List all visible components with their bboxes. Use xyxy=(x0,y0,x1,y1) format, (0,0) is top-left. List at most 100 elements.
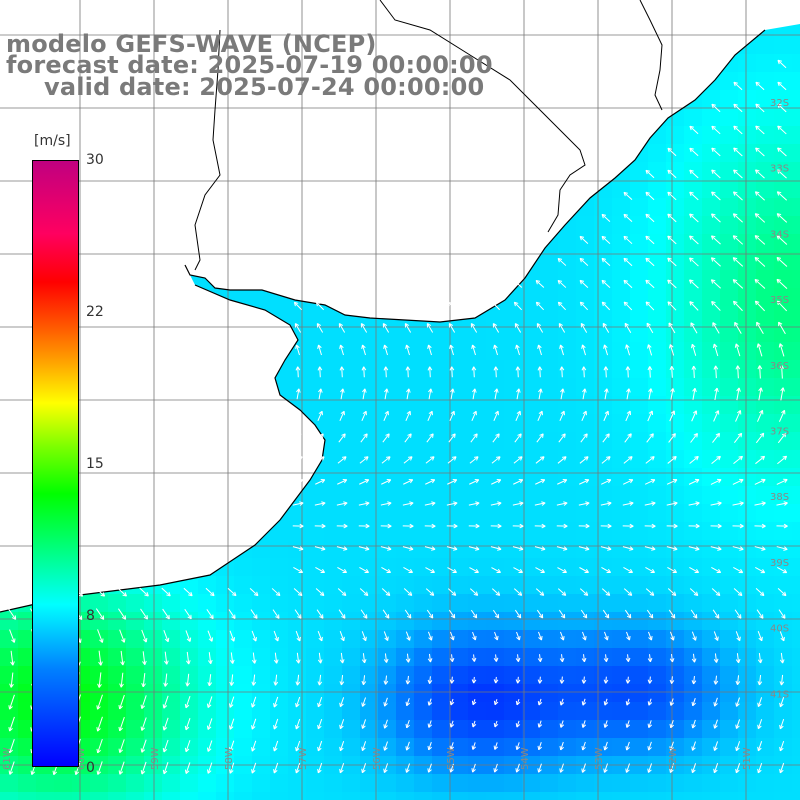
wind-cell xyxy=(504,306,523,325)
model-title: modelo GEFS-WAVE (NCEP) xyxy=(6,30,377,58)
wind-cell xyxy=(612,630,631,649)
wind-arrow xyxy=(690,322,698,334)
wind-cell xyxy=(594,576,613,595)
wind-cell xyxy=(792,774,800,793)
wind-cell xyxy=(504,486,523,505)
wind-cell xyxy=(720,558,739,577)
wind-arrow xyxy=(358,546,370,551)
wind-arrow xyxy=(425,567,435,573)
wind-cell xyxy=(666,792,685,800)
wind-cell xyxy=(504,432,523,451)
wind-arrow xyxy=(647,698,653,706)
wind-arrow xyxy=(582,388,587,400)
wind-arrow xyxy=(318,388,323,400)
wind-cell xyxy=(792,72,800,91)
wind-cell xyxy=(522,630,541,649)
wind-cell xyxy=(432,612,451,631)
wind-arrow xyxy=(603,366,609,378)
wind-cell xyxy=(684,450,703,469)
wind-cell xyxy=(162,774,181,793)
wind-cell xyxy=(756,504,775,523)
wind-cell xyxy=(558,558,577,577)
wind-arrow xyxy=(646,433,654,443)
wind-cell xyxy=(216,594,235,613)
wind-arrow xyxy=(692,387,697,400)
wind-cell xyxy=(684,324,703,343)
wind-cell xyxy=(270,792,289,800)
wind-arrow xyxy=(732,523,744,529)
wind-arrow xyxy=(711,191,721,201)
wind-cell xyxy=(792,36,800,55)
wind-arrow xyxy=(603,720,609,728)
wind-cell xyxy=(756,198,775,217)
wind-cell xyxy=(630,702,649,721)
wind-arrow xyxy=(359,567,370,574)
wind-cell xyxy=(522,738,541,757)
wind-arrow xyxy=(448,433,456,443)
wind-arrow xyxy=(119,629,126,643)
wind-arrow xyxy=(250,609,258,619)
wind-cell xyxy=(198,792,217,800)
wind-arrow xyxy=(384,388,389,400)
wind-arrow xyxy=(645,257,655,267)
wind-cell xyxy=(450,792,469,800)
wind-cell xyxy=(684,720,703,739)
wind-cell xyxy=(288,666,307,685)
wind-arrow xyxy=(625,720,631,728)
wind-cell xyxy=(306,342,325,361)
wind-cell xyxy=(558,738,577,757)
wind-cell xyxy=(594,630,613,649)
wind-cell xyxy=(342,648,361,667)
wind-cell xyxy=(630,486,649,505)
wind-cell xyxy=(792,450,800,469)
wind-cell xyxy=(450,594,469,613)
wind-arrow xyxy=(493,763,498,773)
wind-arrow xyxy=(776,278,788,289)
wind-arrow xyxy=(691,365,697,378)
wind-cell xyxy=(252,684,271,703)
wind-arrow xyxy=(778,609,786,619)
wind-cell xyxy=(468,486,487,505)
wind-cell xyxy=(414,774,433,793)
wind-cell xyxy=(648,468,667,487)
wind-cell xyxy=(648,162,667,181)
wind-cell xyxy=(648,792,667,800)
wind-arrow xyxy=(691,675,697,685)
wind-cell xyxy=(18,702,37,721)
wind-cell xyxy=(450,576,469,595)
wind-cell xyxy=(738,486,757,505)
lat-label: 41S xyxy=(770,689,789,700)
wind-cell xyxy=(792,702,800,721)
wind-cell xyxy=(288,522,307,541)
wind-arrow xyxy=(472,388,477,400)
wind-cell xyxy=(612,540,631,559)
wind-cell xyxy=(342,540,361,559)
wind-arrow xyxy=(579,479,590,485)
valid-date: valid date: 2025-07-24 00:00:00 xyxy=(44,73,485,101)
wind-cell xyxy=(144,702,163,721)
wind-arrow xyxy=(206,762,213,774)
wind-arrow xyxy=(382,609,390,619)
wind-cell xyxy=(774,612,793,631)
wind-cell xyxy=(666,774,685,793)
wind-cell xyxy=(738,378,757,397)
wind-arrow xyxy=(691,719,696,729)
wind-cell xyxy=(432,666,451,685)
wind-cell xyxy=(198,630,217,649)
lon-label: 53W xyxy=(594,747,605,770)
wind-arrow xyxy=(273,630,279,642)
wind-arrow xyxy=(162,739,169,753)
wind-arrow xyxy=(623,301,633,311)
wind-cell xyxy=(648,630,667,649)
wind-cell xyxy=(540,504,559,523)
wind-arrow xyxy=(537,720,543,728)
wind-arrow xyxy=(667,191,677,201)
wind-arrow xyxy=(689,213,699,223)
wind-cell xyxy=(738,648,757,667)
wind-cell xyxy=(648,738,667,757)
wind-cell xyxy=(324,450,343,469)
wind-cell xyxy=(738,792,757,800)
wind-cell xyxy=(90,792,109,800)
wind-cell xyxy=(504,720,523,739)
wind-arrow xyxy=(711,103,721,113)
